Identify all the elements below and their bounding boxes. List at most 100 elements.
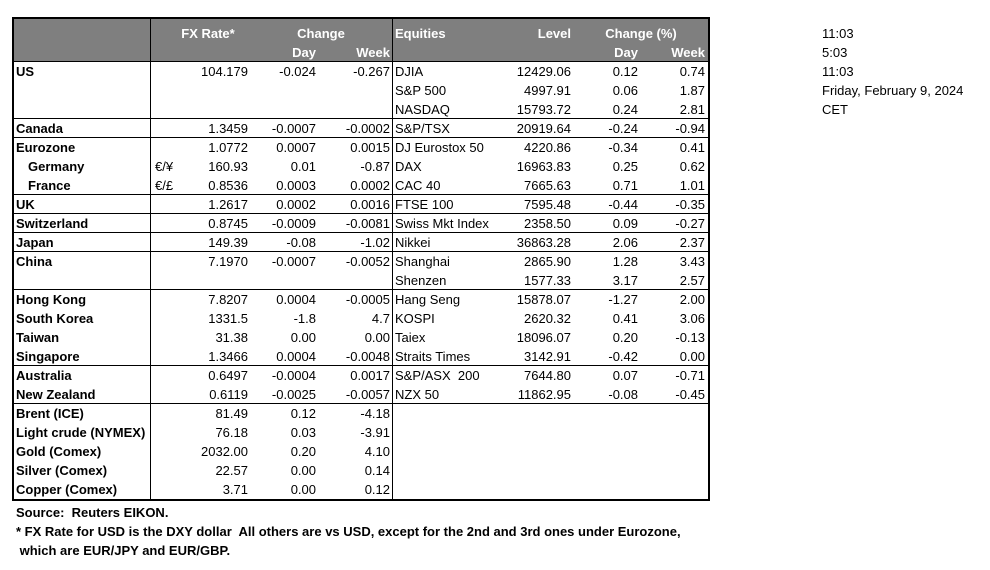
fx-rate: 1331.5: [208, 311, 248, 326]
col-line: [392, 17, 393, 499]
fx-day: -0.0007: [271, 254, 316, 269]
fx-day: 0.0004: [276, 292, 316, 307]
equity-week: 0.41: [679, 140, 705, 155]
fx-week: 0.0017: [350, 368, 390, 383]
fx-rate: 22.57: [215, 463, 248, 478]
equity-name: Nikkei: [395, 235, 431, 250]
header-fx: FX Rate*: [181, 26, 235, 41]
equity-level: 16963.83: [516, 159, 571, 174]
equity-name: Shenzen: [395, 273, 447, 288]
fx-rate: 0.8536: [208, 178, 248, 193]
row-separator: [12, 232, 708, 233]
fx-week: 0.12: [364, 482, 390, 497]
border-left: [12, 17, 14, 501]
equity-name: DAX: [395, 159, 422, 174]
row-name: Singapore: [16, 349, 80, 364]
fx-week: 0.14: [364, 463, 390, 478]
row-name: UK: [16, 197, 35, 212]
fx-week: -1.02: [360, 235, 390, 250]
fx-week: -0.0002: [345, 121, 390, 136]
header-eqday: Day: [614, 45, 638, 60]
equity-name: KOSPI: [395, 311, 435, 326]
header-week: Week: [356, 45, 390, 60]
equity-day: 0.41: [612, 311, 638, 326]
row-name: Japan: [16, 235, 54, 250]
fx-rate: 160.93: [208, 159, 248, 174]
equity-week: 2.00: [679, 292, 705, 307]
equity-week: 1.87: [679, 83, 705, 98]
fx-rate: 1.2617: [208, 197, 248, 212]
time-label: 5:03: [822, 45, 848, 60]
fx-day: -0.0004: [271, 368, 316, 383]
equity-day: 0.09: [612, 216, 638, 231]
fx-week: 0.0016: [350, 197, 390, 212]
fx-rate: 81.49: [215, 406, 248, 421]
fx-rate: 7.1970: [208, 254, 248, 269]
equity-week: 2.57: [679, 273, 705, 288]
equity-day: 0.06: [612, 83, 638, 98]
fx-day: 0.0007: [276, 140, 316, 155]
equity-level: 15793.72: [516, 102, 571, 117]
equity-level: 1577.33: [524, 273, 571, 288]
fx-rate: 2032.00: [201, 444, 248, 459]
fx-day: 0.0003: [276, 178, 316, 193]
fx-rate: 0.6497: [208, 368, 248, 383]
fx-day: 0.20: [290, 444, 316, 459]
row-name: Hong Kong: [16, 292, 87, 307]
footnote: * FX Rate for USD is the DXY dollar All …: [16, 524, 681, 539]
equity-day: -0.08: [608, 387, 638, 402]
fx-week: 4.10: [364, 444, 390, 459]
fx-week: -0.0052: [345, 254, 390, 269]
equity-level: 4220.86: [524, 140, 571, 155]
fx-day: -1.8: [293, 311, 316, 326]
equity-week: 0.74: [679, 64, 705, 79]
row-name: Canada: [16, 121, 63, 136]
fx-day: 0.00: [290, 463, 316, 478]
row-name: US: [16, 64, 35, 79]
equity-name: Taiex: [395, 330, 426, 345]
equity-name: CAC 40: [395, 178, 441, 193]
fx-week: -3.91: [360, 425, 390, 440]
header-bg: [12, 17, 708, 62]
equity-week: -0.27: [675, 216, 705, 231]
fx-day: 0.0002: [276, 197, 316, 212]
equity-level: 18096.07: [516, 330, 571, 345]
row-separator: [12, 289, 708, 290]
fx-day: -0.0009: [271, 216, 316, 231]
row-name: Eurozone: [16, 140, 76, 155]
row-name: France: [28, 178, 71, 193]
fx-day: 0.00: [290, 330, 316, 345]
equity-day: 0.20: [612, 330, 638, 345]
equity-day: -0.42: [608, 349, 638, 364]
equity-level: 2865.90: [524, 254, 571, 269]
fx-day: 0.01: [290, 159, 316, 174]
equity-day: -0.34: [608, 140, 638, 155]
fx-rate: 1.0772: [208, 140, 248, 155]
equity-day: 3.17: [612, 273, 638, 288]
header-bottom: [12, 61, 708, 62]
equity-name: DJ Eurostox 50: [395, 140, 484, 155]
equity-level: 7665.63: [524, 178, 571, 193]
fx-week: -0.0048: [345, 349, 390, 364]
fx-rate: 7.8207: [208, 292, 248, 307]
fx-day: -0.0007: [271, 121, 316, 136]
equity-week: 0.62: [679, 159, 705, 174]
equity-level: 12429.06: [516, 64, 571, 79]
equity-name: Hang Seng: [395, 292, 461, 307]
row-name: Copper (Comex): [16, 482, 118, 497]
row-name: Light crude (NYMEX): [16, 425, 146, 440]
row-separator: [12, 137, 708, 138]
equity-level: 36863.28: [516, 235, 571, 250]
equity-week: -0.45: [675, 387, 705, 402]
fx-day: -0.0025: [271, 387, 316, 402]
fx-week: -0.0057: [345, 387, 390, 402]
fx-week: -0.0081: [345, 216, 390, 231]
row-name: Gold (Comex): [16, 444, 102, 459]
fx-rate: 76.18: [215, 425, 248, 440]
fx-rate: 31.38: [215, 330, 248, 345]
equity-week: 1.01: [679, 178, 705, 193]
equity-week: -0.94: [675, 121, 705, 136]
equity-name: S&P/ASX 200: [395, 368, 480, 383]
fx-rate: 0.8745: [208, 216, 248, 231]
fx-rate: 149.39: [208, 235, 248, 250]
